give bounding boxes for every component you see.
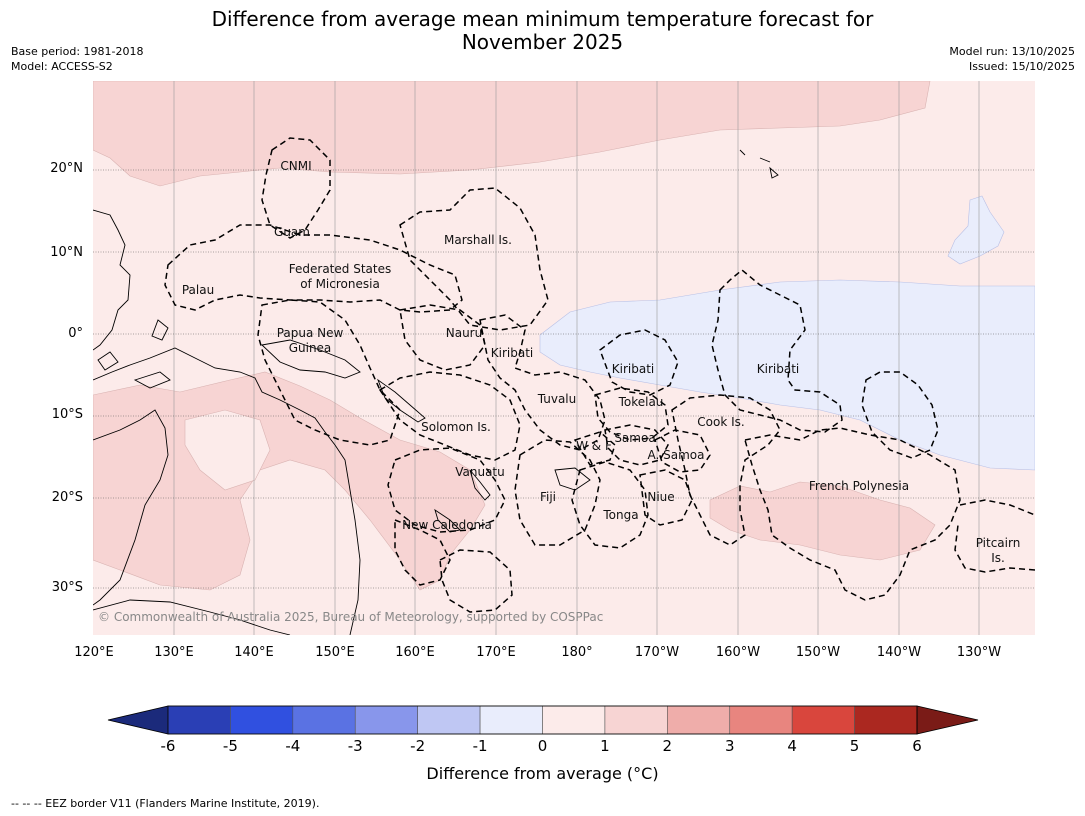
meta-left: Base period: 1981-2018 Model: ACCESS-S2 — [11, 44, 143, 74]
label-new-caledonia: New Caledonia — [402, 518, 492, 532]
colorbar-segment — [230, 705, 294, 735]
colorbar-segment — [292, 705, 356, 735]
colorbar-segment — [729, 705, 793, 735]
issued-date: Issued: 15/10/2025 — [968, 60, 1075, 73]
lon-label-150w: 150°W — [795, 645, 841, 660]
lon-label-140e: 140°E — [234, 645, 274, 660]
lon-label-160w: 160°W — [715, 645, 761, 660]
label-kiribati-west: Kiribati — [491, 346, 533, 360]
lat-label-30s: 30°S — [51, 580, 83, 595]
label-vanuatu: Vanuatu — [455, 465, 505, 479]
eez-borders — [164, 137, 1035, 613]
label-wallis-futuna: W & F — [576, 439, 612, 453]
lon-label-130w: 130°W — [956, 645, 1002, 660]
colorbar-outline — [167, 705, 918, 735]
lon-label-120e: 120°E — [74, 645, 114, 660]
lat-label-10n: 10°N — [50, 245, 83, 260]
graticule — [173, 81, 980, 635]
label-samoa: Samoa — [614, 431, 655, 445]
model-name: Model: ACCESS-S2 — [11, 60, 113, 73]
colorbar-tick-label: 0 — [537, 737, 548, 755]
label-solomon: Solomon Is. — [421, 420, 491, 434]
label-american-samoa: A. Samoa — [648, 448, 705, 462]
label-fiji: Fiji — [540, 490, 556, 504]
label-kiribati-east: Kiribati — [757, 362, 799, 376]
colorbar-tick-label: -6 — [160, 737, 176, 755]
colorbar-tick-label: -5 — [222, 737, 238, 755]
label-png-1: Papua New — [277, 326, 344, 340]
label-fsm-1: Federated States — [289, 262, 391, 276]
colorbar-segment — [167, 705, 231, 735]
meta-right: Model run: 13/10/2025 Issued: 15/10/2025 — [949, 44, 1075, 74]
label-png-2: Guinea — [289, 341, 332, 355]
colorbar-segment — [417, 705, 481, 735]
colorbar-tick-label: 6 — [912, 737, 922, 755]
lon-label-170e: 170°E — [476, 645, 516, 660]
colorbar-segment — [667, 705, 731, 735]
label-french-polynesia: French Polynesia — [809, 479, 909, 493]
colorbar-tick-label: -4 — [285, 737, 301, 755]
coastlines — [93, 149, 779, 635]
label-palau: Palau — [182, 283, 214, 297]
label-cnmi: CNMI — [280, 159, 311, 173]
label-tonga: Tonga — [602, 508, 638, 522]
page-title: Difference from average mean minimum tem… — [0, 8, 1085, 54]
lon-label-180: 180° — [561, 645, 593, 660]
colorbar-label: Difference from average (°C) — [426, 764, 659, 783]
label-cook-islands: Cook Is. — [697, 415, 744, 429]
label-nauru: Nauru — [446, 326, 482, 340]
label-kiribati-central: Kiribati — [612, 362, 654, 376]
lon-label-160e: 160°E — [395, 645, 435, 660]
lon-label-130e: 130°E — [154, 645, 194, 660]
lat-label-20n: 20°N — [50, 161, 83, 176]
lat-label-10s: 10°S — [51, 407, 83, 422]
label-pitcairn-1: Pitcairn — [976, 536, 1021, 550]
colorbar-tick-label: 4 — [787, 737, 797, 755]
label-tuvalu: Tuvalu — [537, 392, 577, 406]
label-niue: Niue — [647, 490, 674, 504]
lat-label-0: 0° — [68, 326, 83, 341]
colorbar-segment — [604, 705, 668, 735]
anomaly-1-to-2-north — [93, 81, 931, 187]
colorbar-tick-label: 3 — [724, 737, 735, 755]
lon-label-170w: 170°W — [634, 645, 680, 660]
copyright-notice: © Commonwealth of Australia 2025, Bureau… — [98, 610, 604, 624]
colorbar-extend-low — [107, 705, 169, 735]
colorbar-tick-label: -1 — [472, 737, 488, 755]
title-line-2: November 2025 — [461, 30, 624, 54]
colorbar-tick-label: 2 — [662, 737, 673, 755]
colorbar-segment — [791, 705, 855, 735]
eez-footnote: -- -- -- EEZ border V11 (Flanders Marine… — [11, 797, 320, 810]
label-tokelau: Tokelau — [618, 395, 664, 409]
model-run: Model run: 13/10/2025 — [949, 45, 1075, 58]
base-period: Base period: 1981-2018 — [11, 45, 144, 58]
label-marshall: Marshall Is. — [444, 233, 512, 247]
label-guam: Guam — [274, 225, 310, 239]
anomaly-0-to-1-inner — [184, 409, 271, 491]
colorbar-tick-label: 1 — [600, 737, 610, 755]
colorbar-segment — [479, 705, 543, 735]
map: CNMI Guam Marshall Is. Palau Federated S… — [93, 81, 1035, 635]
lon-label-150e: 150°E — [315, 645, 355, 660]
latitude-lines — [93, 169, 1035, 589]
lon-label-140w: 140°W — [876, 645, 922, 660]
anomaly-neg1-to-0-patch — [947, 195, 1005, 265]
colorbar-tick-label: -2 — [410, 737, 426, 755]
colorbar-segment — [542, 705, 606, 735]
label-fsm-2: of Micronesia — [300, 277, 380, 291]
colorbar-tick-label: 5 — [849, 737, 860, 755]
lat-label-20s: 20°S — [51, 490, 83, 505]
colorbar-tick-label: -3 — [347, 737, 363, 755]
title-line-1: Difference from average mean minimum tem… — [211, 7, 874, 31]
colorbar-segment — [354, 705, 418, 735]
colorbar-segment — [854, 705, 918, 735]
colorbar-extend-high — [916, 705, 979, 735]
label-pitcairn-2: Is. — [991, 551, 1005, 565]
